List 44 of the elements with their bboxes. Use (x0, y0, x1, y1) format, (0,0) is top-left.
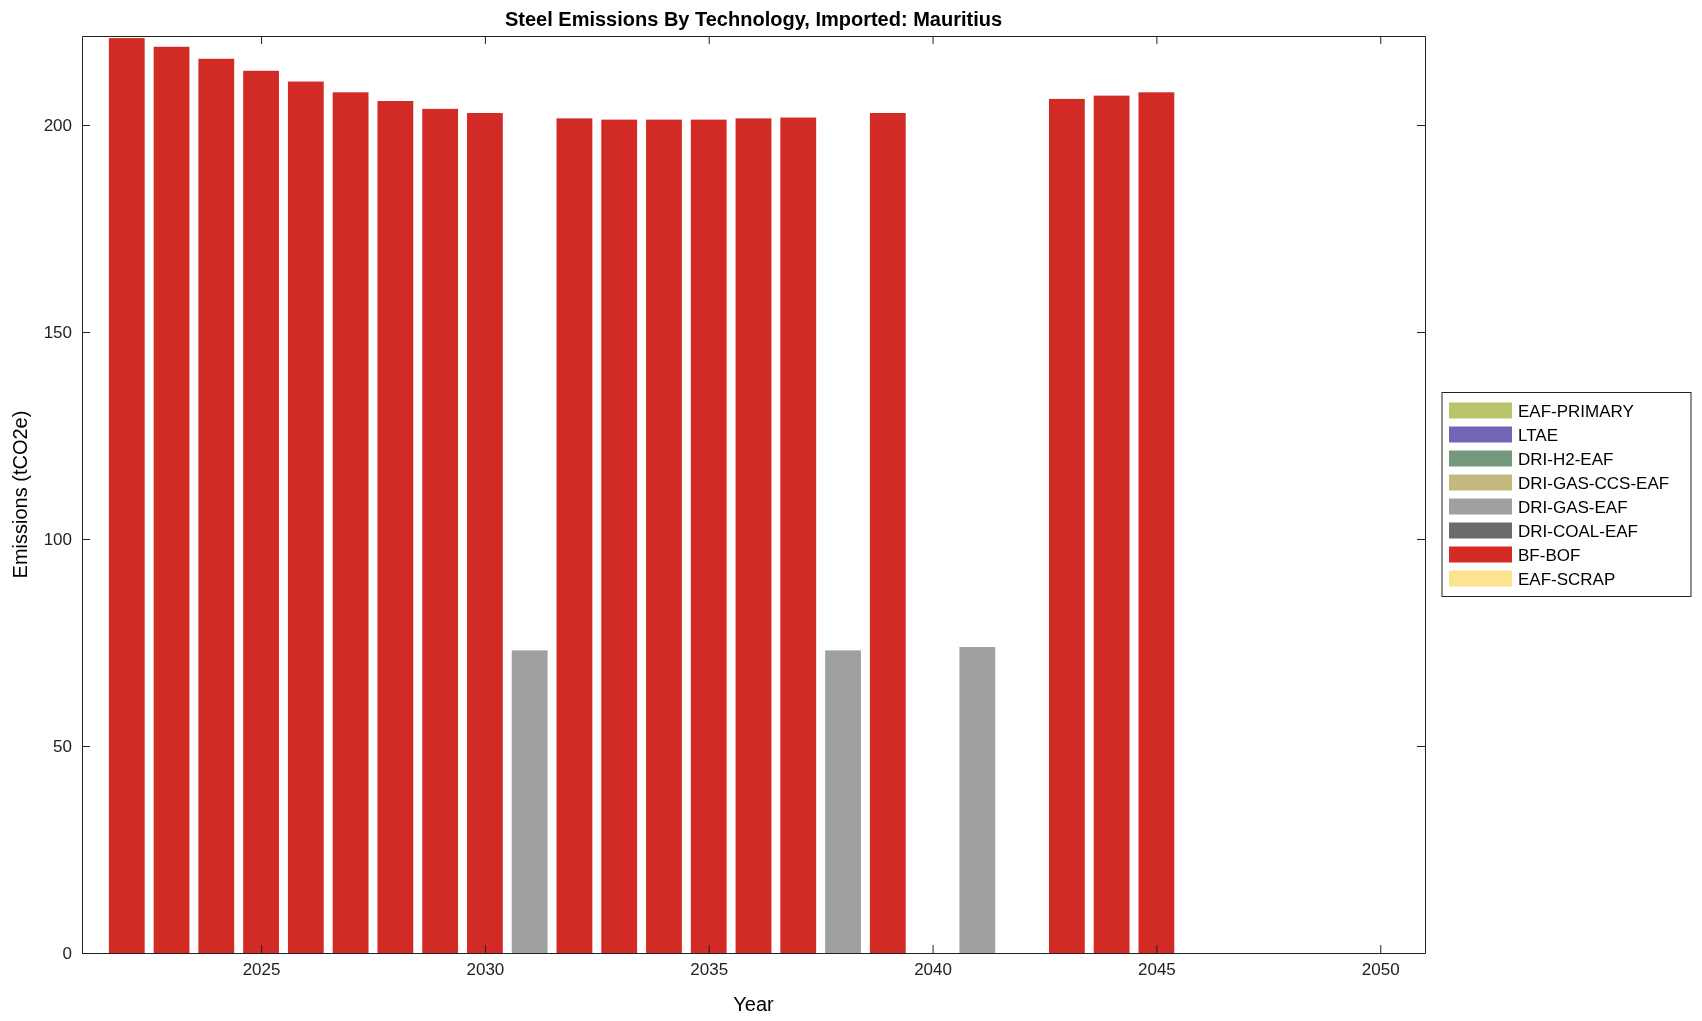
bar (646, 119, 682, 953)
bar (601, 119, 638, 953)
x-axis-title: Year (733, 993, 775, 1015)
bar (511, 650, 548, 953)
bar (332, 92, 369, 953)
x-tick-label: 2040 (914, 960, 952, 980)
legend-label: BF-BOF (1518, 545, 1581, 565)
bar (1138, 92, 1175, 953)
bar (735, 118, 772, 953)
bar (1048, 98, 1085, 953)
bar (377, 101, 414, 953)
y-tick-label: 50 (53, 736, 72, 756)
legend-label: DRI-COAL-EAF (1518, 521, 1638, 541)
bar (243, 70, 279, 953)
bar (869, 113, 906, 953)
bar (466, 113, 503, 953)
bar (780, 117, 817, 953)
bar (1093, 95, 1130, 953)
bar (153, 46, 190, 953)
x-tick-label: 2025 (242, 960, 281, 980)
bar (556, 118, 593, 953)
chart-title: Steel Emissions By Technology, Imported: Mauritius (504, 8, 1003, 30)
bar (825, 650, 861, 953)
legend-label: DRI-GAS-EAF (1518, 497, 1628, 517)
bar (422, 108, 459, 953)
bar (959, 647, 996, 953)
bar (287, 81, 324, 953)
x-tick-label: 2035 (690, 960, 729, 980)
legend-label: EAF-PRIMARY (1518, 401, 1634, 421)
legend-label: LTAE (1518, 425, 1558, 445)
y-tick-label: 100 (43, 529, 72, 549)
y-tick-label: 150 (43, 322, 72, 342)
legend-label: DRI-GAS-CCS-EAF (1518, 473, 1670, 493)
bar (108, 38, 145, 953)
x-tick-label: 2030 (466, 960, 505, 980)
legend-label: DRI-H2-EAF (1518, 449, 1614, 469)
legend-label: EAF-SCRAP (1518, 569, 1616, 589)
x-tick-label: 2045 (1137, 960, 1176, 980)
bar (690, 119, 727, 953)
x-tick-label: 2050 (1361, 960, 1400, 980)
y-tick-label: 200 (43, 115, 72, 135)
y-axis-title: Emissions (tCO2e) (9, 410, 31, 579)
bar (198, 58, 235, 953)
y-tick-label: 0 (62, 943, 72, 963)
